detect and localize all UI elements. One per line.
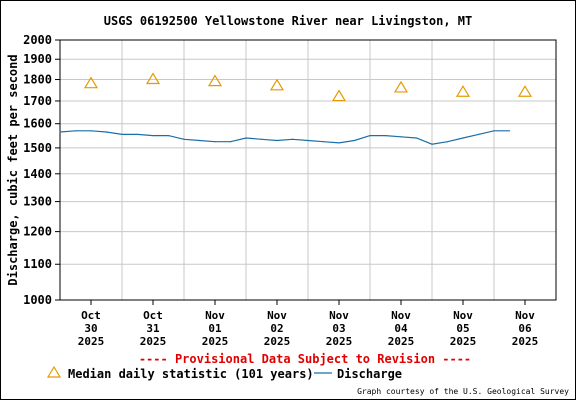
discharge-point [59, 131, 61, 133]
median-triangle-marker [269, 78, 285, 91]
x-tick-day: 31 [146, 322, 160, 335]
y-tick-label: 1800 [23, 73, 52, 87]
legend-discharge-label: Discharge [337, 367, 402, 381]
discharge-point [245, 137, 247, 139]
y-tick-label: 1300 [23, 195, 52, 209]
legend: Median daily statistic (101 years) Disch… [46, 365, 402, 381]
y-tick-label: 1000 [23, 293, 52, 307]
x-tick-day: 30 [84, 322, 97, 335]
x-tick-month: Nov [391, 309, 411, 322]
discharge-point [384, 135, 387, 137]
discharge-point [214, 141, 216, 143]
x-axis-ticks: Oct302025Oct312025Nov012025Nov022025Nov0… [78, 300, 539, 348]
plot-area-frame [59, 39, 557, 301]
discharge-point [446, 141, 449, 143]
median-triangle-marker [517, 85, 533, 97]
discharge-point [477, 133, 480, 136]
x-tick-year: 2025 [264, 335, 291, 348]
discharge-point [121, 133, 123, 136]
discharge-point [136, 133, 139, 136]
y-tick-label: 1600 [23, 117, 52, 131]
chart-title: USGS 06192500 Yellowstone River near Liv… [104, 14, 472, 28]
x-tick-month: Nov [515, 309, 535, 322]
discharge-point [183, 138, 185, 140]
discharge-point [105, 131, 108, 133]
median-triangle-marker [207, 74, 223, 87]
x-tick-year: 2025 [388, 335, 415, 348]
x-tick-day: 02 [270, 322, 283, 335]
x-tick-day: 06 [518, 322, 532, 335]
legend-median-label: Median daily statistic (101 years) [68, 367, 314, 381]
discharge-point [276, 139, 278, 142]
median-triangle-marker [145, 72, 161, 85]
legend-median-triangle-icon [46, 365, 62, 378]
median-triangle-marker [331, 89, 347, 102]
median-triangle-marker [393, 80, 409, 93]
discharge-point [353, 139, 356, 142]
usgs-credit: Graph courtesy of the U.S. Geological Su… [357, 387, 569, 396]
y-tick-label: 1500 [23, 141, 52, 155]
median-triangle-marker [455, 85, 471, 97]
discharge-point [400, 136, 402, 138]
discharge-point [74, 130, 77, 132]
discharge-point [338, 142, 340, 144]
y-tick-label: 1400 [23, 167, 52, 181]
x-tick-day: 05 [456, 322, 469, 335]
discharge-point [462, 137, 464, 139]
x-tick-year: 2025 [450, 335, 477, 348]
x-tick-month: Nov [329, 309, 349, 322]
discharge-point [90, 130, 92, 132]
y-tick-label: 1900 [23, 52, 52, 66]
x-tick-year: 2025 [202, 335, 229, 348]
discharge-point [229, 141, 232, 143]
y-tick-label: 1100 [23, 257, 52, 271]
discharge-series-line [59, 130, 510, 145]
y-axis-ticks: 2000 1900 1800 1700 1600 1500 1400 1300 1200 1100… [23, 33, 60, 307]
discharge-point [198, 139, 201, 142]
discharge-point [307, 139, 309, 142]
discharge-point [167, 135, 170, 137]
x-tick-month: Oct [81, 309, 101, 322]
y-tick-label: 1700 [23, 94, 52, 108]
discharge-point [431, 143, 433, 145]
y-axis-label: Discharge, cubic feet per second [6, 54, 20, 285]
y-tick-label: 1200 [23, 225, 52, 239]
discharge-point [260, 138, 263, 140]
discharge-point [508, 130, 511, 132]
discharge-point [152, 135, 154, 137]
median-triangle-marker [83, 76, 99, 89]
discharge-point [291, 138, 294, 140]
x-tick-year: 2025 [512, 335, 539, 348]
x-tick-year: 2025 [140, 335, 167, 348]
x-tick-month: Nov [205, 309, 225, 322]
discharge-point [493, 130, 495, 132]
x-tick-year: 2025 [326, 335, 353, 348]
grid-lines [60, 40, 556, 300]
x-tick-month: Oct [143, 309, 163, 322]
x-tick-month: Nov [453, 309, 473, 322]
discharge-point [369, 135, 371, 137]
data-series [59, 72, 533, 145]
x-tick-month: Nov [267, 309, 287, 322]
x-tick-year: 2025 [78, 335, 105, 348]
provisional-data-note: ---- Provisional Data Subject to Revisio… [139, 352, 471, 366]
x-tick-day: 01 [208, 322, 222, 335]
discharge-point [415, 137, 418, 139]
x-tick-day: 03 [332, 322, 345, 335]
x-tick-day: 04 [394, 322, 408, 335]
y-tick-label: 2000 [23, 33, 52, 47]
discharge-point [322, 141, 325, 143]
